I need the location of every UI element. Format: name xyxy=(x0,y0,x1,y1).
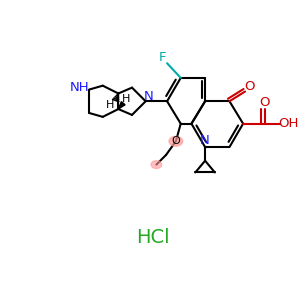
Text: NH: NH xyxy=(70,81,89,94)
Text: H: H xyxy=(122,94,130,104)
Text: N: N xyxy=(144,90,153,103)
Ellipse shape xyxy=(169,136,183,146)
Text: HCl: HCl xyxy=(136,228,169,247)
Text: H: H xyxy=(106,100,115,110)
Text: O: O xyxy=(259,96,270,109)
Polygon shape xyxy=(118,102,125,109)
Ellipse shape xyxy=(151,161,162,169)
Text: O: O xyxy=(172,136,180,146)
Text: O: O xyxy=(245,80,255,93)
Text: OH: OH xyxy=(278,117,298,130)
Text: F: F xyxy=(158,51,166,64)
Text: N: N xyxy=(200,134,210,147)
